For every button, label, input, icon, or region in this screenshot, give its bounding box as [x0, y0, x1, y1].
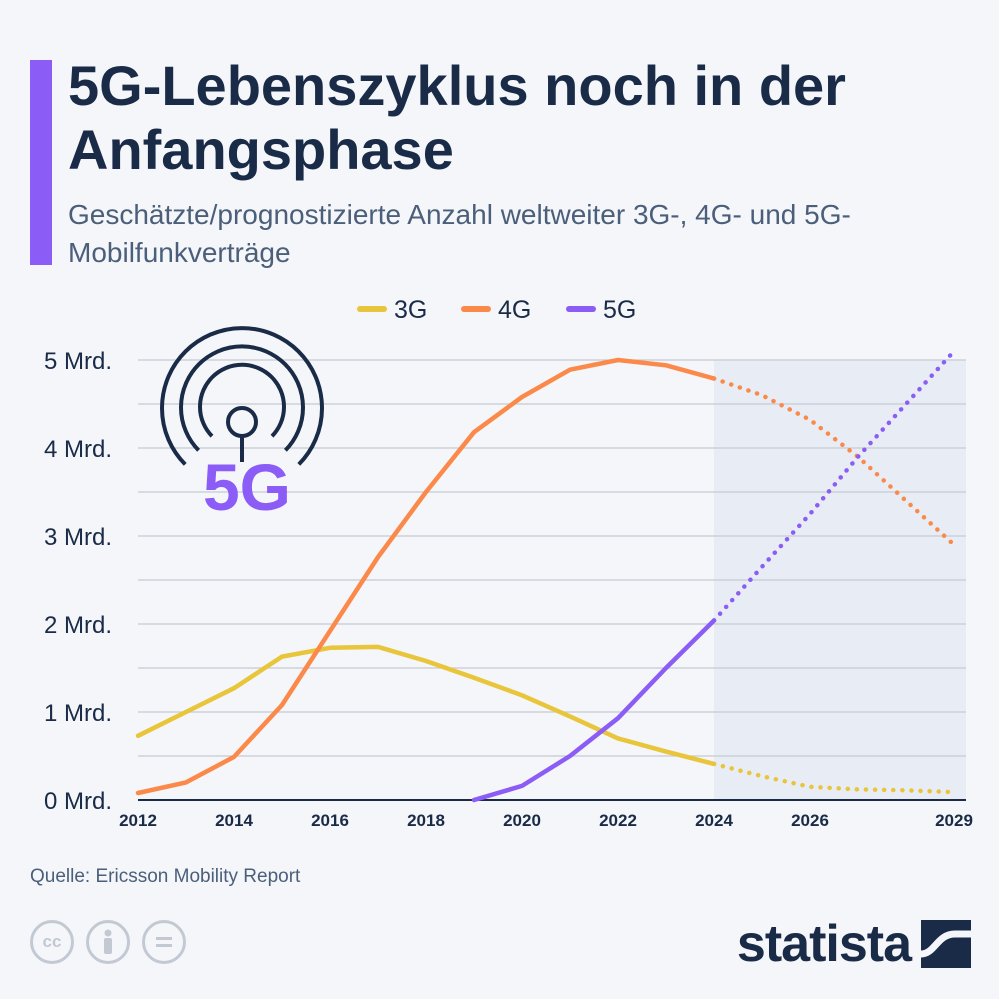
legend-label-5g: 5G	[603, 296, 636, 324]
source-note: Quelle: Ericsson Mobility Report	[30, 866, 301, 887]
y-tick-label: 3 Mrd.	[44, 524, 112, 551]
series-forecast-line-5g	[711, 348, 957, 623]
y-tick-label: 2 Mrd.	[44, 612, 112, 639]
y-tick-label: 1 Mrd.	[44, 700, 112, 727]
legend-label-4g: 4G	[498, 296, 531, 324]
series-line-3g	[135, 644, 717, 767]
page-subtitle: Geschätzte/prognostizierte Anzahl weltwe…	[68, 199, 851, 268]
x-tick-label: 2029	[935, 811, 973, 830]
series-line-4g	[135, 357, 717, 796]
x-tick-label: 2020	[503, 811, 541, 830]
person-icon[interactable]	[86, 920, 130, 964]
x-tick-label: 2026	[791, 811, 829, 830]
equals-icon[interactable]	[142, 920, 186, 964]
x-tick-label: 2018	[407, 811, 445, 830]
x-tick-label: 2014	[215, 811, 253, 830]
title-accent-bar	[30, 60, 52, 265]
series-forecast-line-4g	[711, 376, 957, 548]
page-title: 5G-Lebenszyklus noch in der Anfangsphase	[68, 54, 846, 181]
statista-mark-icon	[921, 920, 971, 968]
x-tick-label: 2024	[695, 811, 733, 830]
x-tick-label: 2012	[119, 811, 157, 830]
x-tick-label: 2016	[311, 811, 349, 830]
statista-logo[interactable]: statista	[737, 914, 971, 974]
5g-badge-label: 5G	[203, 450, 291, 524]
y-tick-label: 5 Mrd.	[44, 348, 112, 375]
y-tick-label: 0 Mrd.	[44, 788, 112, 815]
5g-signal-icon: 5G	[160, 326, 324, 524]
cc-icon[interactable]: cc	[30, 920, 74, 964]
license-icons: cc	[30, 920, 186, 964]
x-tick-label: 2022	[599, 811, 637, 830]
logo-text: statista	[736, 915, 912, 973]
legend-label-3g: 3G	[394, 296, 427, 324]
y-tick-label: 4 Mrd.	[44, 436, 112, 463]
series-line-5g	[471, 618, 717, 803]
